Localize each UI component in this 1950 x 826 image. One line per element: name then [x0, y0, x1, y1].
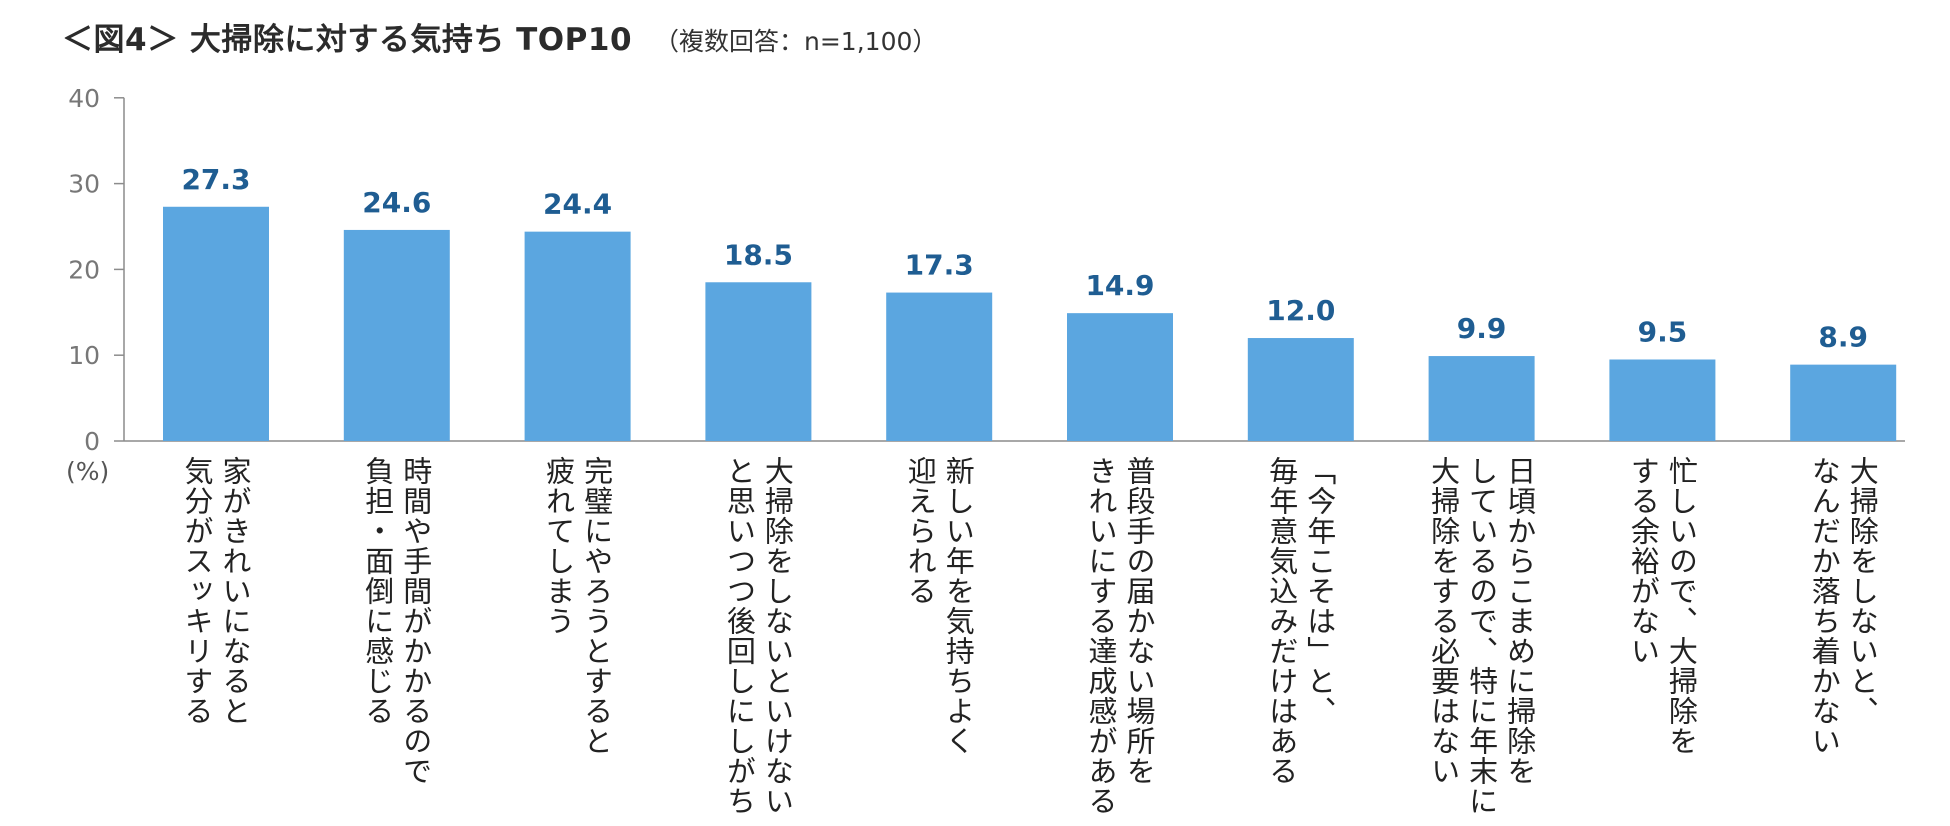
category-label-line: きれいにする達成感がある [1084, 456, 1118, 816]
category-label: 大掃除をしないと、 なんだか落ち着かない [1805, 456, 1881, 816]
category-label-line: 疲れてしまう [541, 456, 576, 636]
data-label: 24.4 [543, 188, 612, 221]
bar [1790, 364, 1897, 441]
data-label: 18.5 [724, 238, 793, 271]
bar [1428, 356, 1535, 441]
category-label-line: と思いつつ後回しにしがち [722, 456, 757, 816]
chart-subtitle: （複数回答：n=1,100） [654, 27, 938, 56]
category-label-line: なんだか落ち着かない [1807, 456, 1842, 756]
y-tick-label: 10 [68, 341, 100, 370]
category-label-line: 「今年こそは」と、 [1302, 456, 1337, 726]
category-label: 日頃からこまめに掃除を しているので、特に年末に 大掃除をする必要はない [1425, 456, 1539, 816]
data-label: 8.9 [1818, 321, 1868, 354]
data-label: 12.0 [1266, 294, 1335, 327]
bar [1067, 313, 1173, 441]
data-label: 14.9 [1085, 269, 1154, 302]
data-label: 17.3 [905, 249, 974, 282]
chart-title-row: ＜図4＞ 大掃除に対する気持ち TOP10 （複数回答：n=1,100） [62, 14, 937, 59]
category-label-line: 新しい年を気持ちよく [941, 456, 976, 756]
data-label: 9.9 [1457, 312, 1507, 345]
category-label: 家がきれいになると 気分がスッキリする [178, 456, 254, 816]
bar [886, 292, 993, 441]
category-label-line: 普段手の届かない場所を [1122, 456, 1156, 786]
category-label-line: 忙しいので、大掃除を [1664, 456, 1699, 756]
y-axis-unit-label: (%) [66, 457, 109, 486]
category-label: 忙しいので、大掃除を する余裕がない [1624, 456, 1700, 816]
category-label-line: 迎えられる [903, 456, 938, 606]
bar [705, 282, 812, 441]
bar [1247, 338, 1354, 441]
y-tick-label: 30 [68, 170, 100, 199]
bar [524, 231, 631, 441]
y-axis: 0 10 20 30 40 (%) [66, 84, 1905, 486]
category-label: 時間や手間がかかるので 負担・面倒に感じる [359, 456, 435, 816]
category-label-line: しているので、特に年末に [1464, 456, 1499, 816]
y-tick-label: 20 [68, 255, 100, 284]
category-label-line: 完璧にやろうとすると [579, 456, 614, 756]
y-tick-label: 0 [84, 427, 100, 456]
bar [343, 229, 450, 441]
category-label-line: 日頃からこまめに掃除を [1502, 456, 1537, 786]
category-label: 完璧にやろうとすると 疲れてしまう [540, 456, 616, 816]
data-label: 24.6 [362, 186, 431, 219]
bar [1609, 359, 1716, 441]
category-label-line: 気分がスッキリする [180, 456, 214, 726]
category-label-line: 大掃除をしないといけない [760, 456, 795, 816]
category-label-line: 時間や手間がかかるので [398, 456, 433, 786]
category-label: 大掃除をしないといけない と思いつつ後回しにしがち [720, 456, 796, 816]
category-label-line: 家がきれいになると [218, 456, 252, 726]
data-label: 9.5 [1638, 315, 1688, 348]
data-label: 27.3 [181, 163, 250, 196]
category-label: 新しい年を気持ちよく 迎えられる [901, 456, 977, 816]
category-label: 普段手の届かない場所を きれいにする達成感がある [1082, 456, 1158, 816]
category-label-line: 毎年意気込みだけはある [1264, 456, 1299, 786]
category-label-line: 大掃除をしないと、 [1845, 456, 1880, 726]
category-label-line: 負担・面倒に感じる [360, 456, 395, 726]
category-label-line: 大掃除をする必要はない [1426, 456, 1461, 786]
chart-title: ＜図4＞ 大掃除に対する気持ち TOP10 [62, 22, 633, 58]
y-tick-label: 40 [68, 84, 100, 113]
category-label: 「今年こそは」と、 毎年意気込みだけはある [1263, 456, 1339, 816]
bars [163, 206, 1897, 441]
data-labels: 27.3 24.6 24.4 18.5 17.3 14.9 12.0 9.9 9.5 8.9 [181, 163, 1868, 354]
bar [163, 206, 269, 441]
category-label-line: する余裕がない [1626, 456, 1661, 666]
